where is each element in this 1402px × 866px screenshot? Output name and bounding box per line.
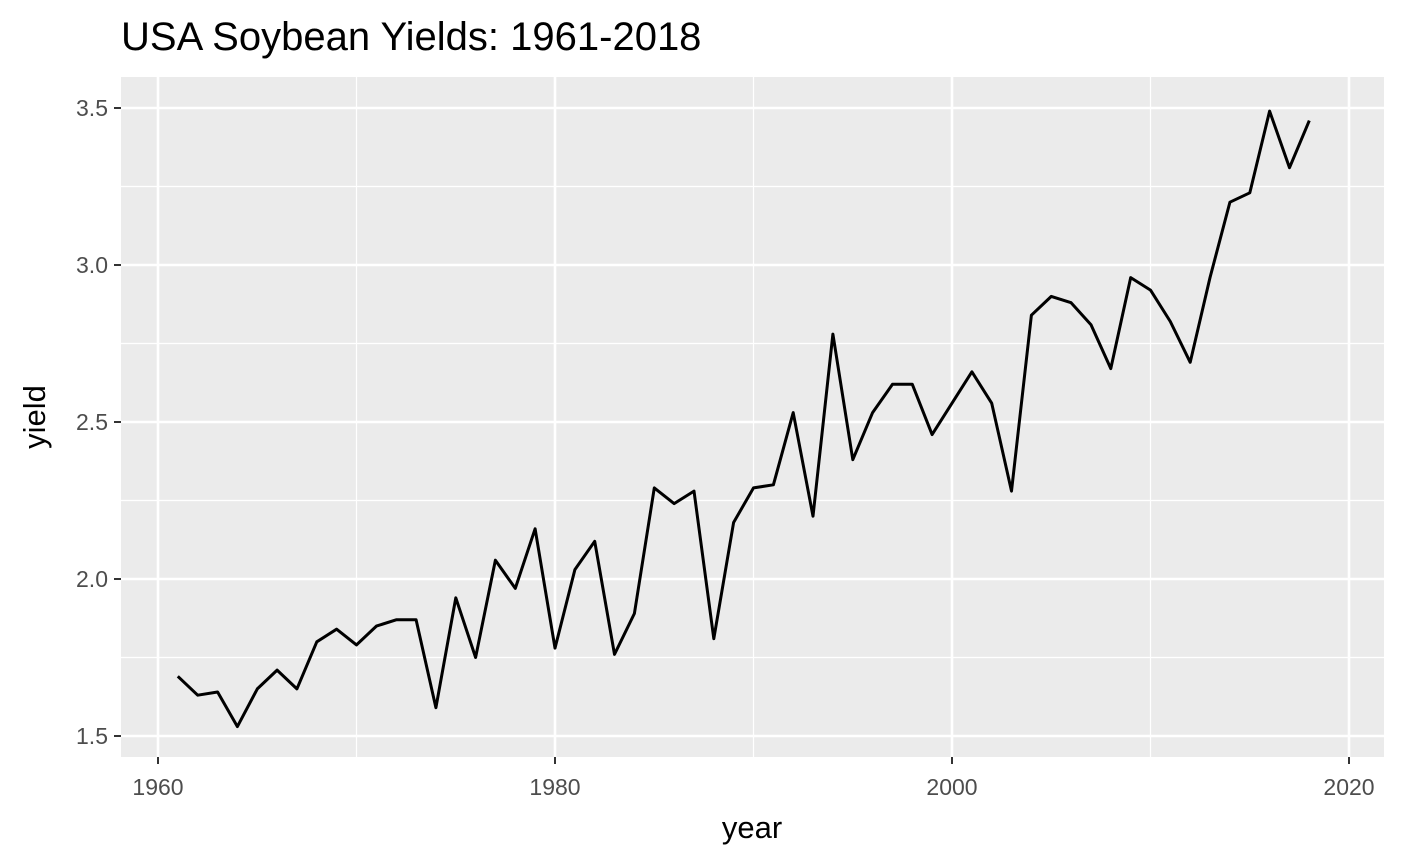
y-axis-title: yield: [17, 385, 52, 449]
x-tick-label: 1960: [132, 774, 183, 800]
x-axis-title: year: [722, 810, 782, 845]
y-tick-label: 3.0: [76, 252, 108, 278]
x-tick-label: 2020: [1323, 774, 1374, 800]
x-tick-label: 1980: [529, 774, 580, 800]
minor-gridlines-y: [121, 185, 1384, 659]
y-tick-label: 2.5: [76, 409, 108, 435]
x-tick-label: 2000: [926, 774, 977, 800]
chart-title: USA Soybean Yields: 1961-2018: [121, 15, 701, 59]
x-axis: 1960 1980 2000 2020: [132, 757, 1375, 800]
series-line: [176, 109, 1311, 729]
major-gridlines-y: [121, 106, 1384, 738]
y-tick-label: 1.5: [76, 723, 108, 749]
y-tick-label: 3.5: [76, 95, 108, 121]
y-axis: 1.5 2.0 2.5 3.0 3.5: [76, 95, 121, 749]
plot-panel: [121, 77, 1384, 757]
y-tick-label: 2.0: [76, 566, 108, 592]
